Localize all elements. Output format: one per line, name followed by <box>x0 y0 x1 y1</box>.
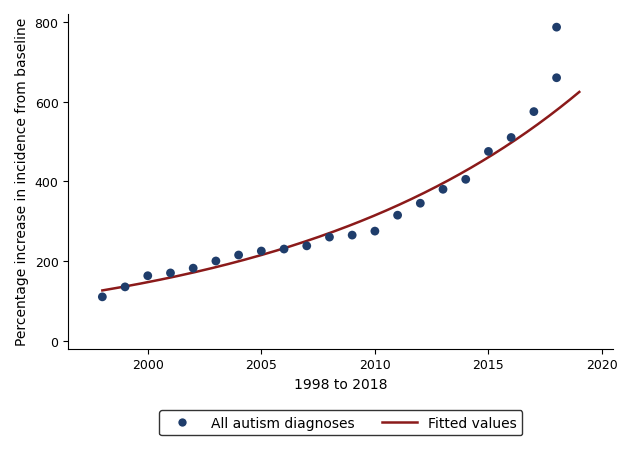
Point <box>438 186 448 193</box>
Point <box>279 246 289 253</box>
Point <box>370 228 380 235</box>
Point <box>392 212 403 219</box>
Point <box>233 252 243 259</box>
Legend: All autism diagnoses, Fitted values: All autism diagnoses, Fitted values <box>159 410 522 435</box>
X-axis label: 1998 to 2018: 1998 to 2018 <box>294 377 387 391</box>
Point <box>188 265 198 272</box>
Point <box>302 243 312 250</box>
Point <box>120 283 130 291</box>
Point <box>165 270 176 277</box>
Point <box>483 148 493 156</box>
Point <box>325 234 335 241</box>
Point <box>461 176 471 183</box>
Y-axis label: Percentage increase in incidence from baseline: Percentage increase in incidence from ba… <box>15 18 29 346</box>
Point <box>97 293 107 301</box>
Point <box>211 258 221 265</box>
Point <box>415 200 425 207</box>
Point <box>506 135 516 142</box>
Point <box>256 248 266 255</box>
Point <box>347 232 357 239</box>
Point <box>529 109 539 116</box>
Point <box>143 273 153 280</box>
Point <box>552 75 562 82</box>
Point <box>552 25 562 32</box>
